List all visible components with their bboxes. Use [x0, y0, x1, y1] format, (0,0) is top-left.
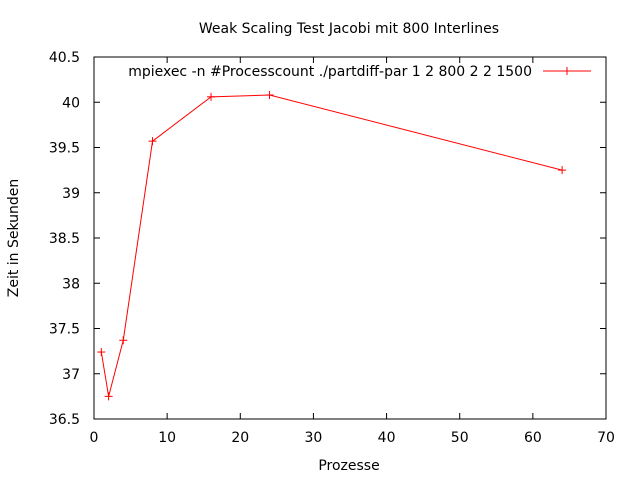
data-point [119, 336, 128, 345]
x-tick-label: 70 [597, 430, 615, 446]
data-point [148, 137, 157, 146]
data-point [104, 392, 113, 401]
y-tick-label: 37.5 [49, 322, 80, 338]
x-axis-label: Prozesse [318, 458, 379, 474]
x-tick-label: 0 [90, 430, 99, 446]
y-tick-label: 38.5 [49, 231, 80, 247]
y-axis: 36.5 37 37.5 38 38.5 39 39.5 40 40.5 [49, 50, 606, 428]
y-axis-label: Zeit in Sekunden [6, 179, 22, 298]
y-tick-label: 40 [62, 95, 80, 111]
data-point [207, 92, 216, 101]
series-line [100, 94, 563, 397]
x-tick-label: 30 [305, 430, 323, 446]
x-axis: 0 10 20 30 40 50 60 70 [90, 57, 615, 446]
x-tick-label: 60 [524, 430, 542, 446]
series-layer [97, 91, 567, 401]
y-tick-label: 39.5 [49, 141, 80, 157]
legend-label: mpiexec -n #Processcount ./partdiff-par … [128, 64, 532, 80]
x-tick-label: 50 [451, 430, 469, 446]
y-tick-label: 39 [62, 186, 80, 202]
legend: mpiexec -n #Processcount ./partdiff-par … [128, 64, 591, 80]
y-tick-label: 38 [62, 276, 80, 292]
data-point [97, 348, 106, 357]
data-point [558, 166, 567, 175]
chart-title: Weak Scaling Test Jacobi mit 800 Interli… [199, 21, 499, 37]
plot-frame [93, 56, 607, 420]
x-tick-label: 40 [378, 430, 396, 446]
x-tick-label: 20 [231, 430, 249, 446]
data-point [265, 91, 274, 100]
y-tick-label: 36.5 [49, 412, 80, 428]
x-tick-label: 10 [158, 430, 176, 446]
y-tick-label: 40.5 [49, 50, 80, 66]
y-tick-label: 37 [62, 367, 80, 383]
